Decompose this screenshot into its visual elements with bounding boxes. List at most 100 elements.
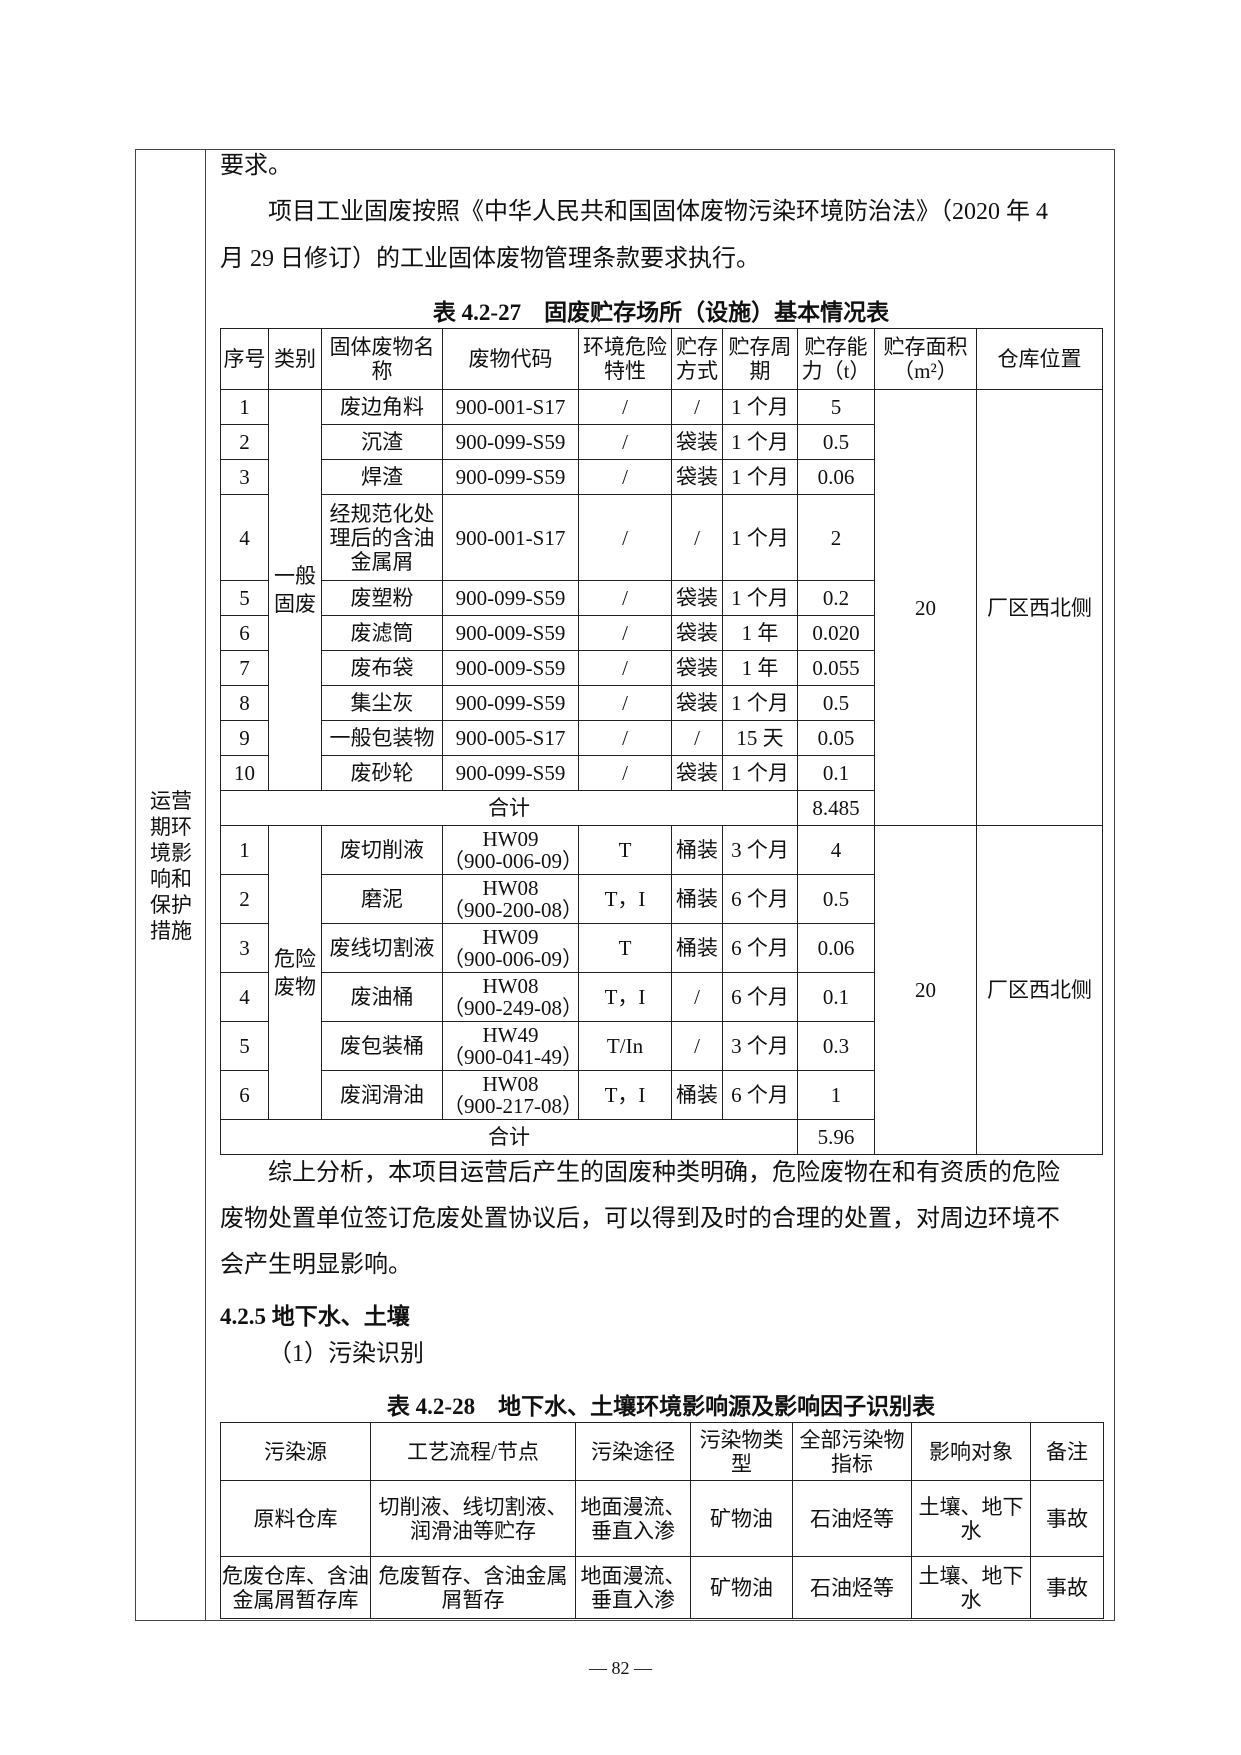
waste-code-cell: HW09 （900-006-09） [442,825,583,875]
table-cell: 2 [220,424,269,460]
waste-class: HW09 [482,827,539,851]
column-header: 工艺流程/节点 [370,1422,576,1481]
table-cell: 5 [220,1021,269,1071]
table-cell: 2 [220,874,269,924]
table-caption: 表 4.2-27 固废贮存场所（设施）基本情况表 [432,300,890,325]
table-cell: 沉渣 [321,424,443,460]
table-cell: 桶装 [671,874,723,924]
table-row: 2 磨泥 HW08 （900-200-08） T，I 桶装 6 个月 0.5 [220,874,1103,924]
table-cell: 900-001-S17 [442,494,579,581]
table-cell: 桶装 [671,923,723,973]
table-row: 3 废线切割液 HW09 （900-006-09） T 桶装 6 个月 0.06 [220,923,1103,973]
solid-waste-storage-table: 序号 类别 固体废物名称 废物代码 环境危险特性 贮存方式 贮存周期 贮存能力（t） 贮存面积（… [220,328,1103,1155]
table-cell: 900-009-S59 [442,650,579,686]
table-cell: 危废仓库、含油金属屑暂存库 [220,1556,371,1619]
table-cell: 9 [220,720,269,756]
table-cell: 切削液、线切割液、润滑油等贮存 [370,1480,576,1557]
table-header-row: 污染源 工艺流程/节点 污染途径 污染物类型 全部污染物指标 影响对象 备注 [220,1422,1104,1481]
table-row: 10 废砂轮 900-099-S59/袋装 1 个月 0.1 [220,755,1103,791]
table-cell: 废边角料 [321,389,443,425]
table-cell: 废油桶 [321,972,443,1022]
table-cell: 2 [797,494,875,581]
table-cell: 焊渣 [321,459,443,495]
waste-class: HW09 [482,925,539,949]
waste-code: （900-200-08） [443,898,583,922]
column-header: 备注 [1030,1422,1104,1481]
table-cell: / [578,424,672,460]
table-cell: T，I [578,874,672,924]
table-cell: 6 个月 [722,1070,798,1120]
column-header: 类别 [268,328,322,390]
table-cell: 3 个月 [722,1021,798,1071]
total-label: 合计 [220,1119,798,1155]
waste-class: HW08 [482,876,539,900]
column-header: 环境危险特性 [578,328,672,390]
table-cell: 集尘灰 [321,685,443,721]
total-row: 合计 8.485 [220,790,1103,826]
table-row: 6 废滤筒 900-009-S59/袋装 1 年 0.020 [220,615,1103,651]
column-header: 全部污染物指标 [792,1422,912,1481]
table-cell: 事故 [1030,1556,1104,1619]
paragraph: 综上分析，本项目运营后产生的固废种类明确，危险废物在和有资质的危险 [268,1160,1060,1186]
table-row: 9 一般包装物 900-005-S17//15 天 0.05 [220,720,1103,756]
section-heading: 4.2.5 地下水、土壤 [220,1304,410,1329]
table-cell: 900-099-S59 [442,755,579,791]
table-cell: 1 [220,389,269,425]
table-row: 4 废油桶 HW08 （900-249-08） T，I/6 个月 0.1 [220,972,1103,1022]
table-row: 5 废塑粉 900-099-S59/袋装 1 个月 0.2 [220,580,1103,616]
waste-code: （900-006-09） [443,849,583,873]
table-cell: 1 个月 [722,389,798,425]
table-cell: 0.05 [797,720,875,756]
table-cell: 地面漫流、垂直入渗 [575,1556,691,1619]
column-header: 影响对象 [911,1422,1031,1481]
table-cell: / [578,494,672,581]
column-header: 贮存周期 [722,328,798,390]
waste-code: （900-249-08） [443,996,583,1020]
table-row: 7 废布袋 900-009-S59/袋装 1 年 0.055 [220,650,1103,686]
table-cell: 袋装 [671,615,723,651]
table-cell: 1 个月 [722,685,798,721]
column-header: 贮存面积（m²） [874,328,977,390]
table-cell: 1 个月 [722,755,798,791]
section-label-line: 措施 [150,919,192,943]
table-cell: 900-099-S59 [442,424,579,460]
table-cell: 土壤、地下水 [911,1556,1031,1619]
table-cell: 900-005-S17 [442,720,579,756]
table-cell: 3 [220,923,269,973]
waste-code-cell: HW49 （900-041-49） [442,1021,583,1071]
table-cell: 0.2 [797,580,875,616]
waste-code: （900-006-09） [443,947,583,971]
table-row: 5 废包装桶 HW49 （900-041-49） T/In/3 个月 0.3 [220,1021,1103,1071]
column-header: 污染途径 [575,1422,691,1481]
column-header: 贮存方式 [671,328,723,390]
area-cell: 20 [874,825,977,1155]
table-cell: / [578,615,672,651]
paragraph: 项目工业固废按照《中华人民共和国固体废物污染环境防治法》（2020 年 4 [268,199,1048,225]
table-cell: 事故 [1030,1480,1104,1557]
table-cell: T [578,923,672,973]
table-cell: 1 年 [722,615,798,651]
table-cell: 磨泥 [321,874,443,924]
table-cell: 矿物油 [690,1480,793,1557]
table-cell: / [578,459,672,495]
table-cell: 4 [797,825,875,875]
table-cell: 桶装 [671,825,723,875]
table-cell: T [578,825,672,875]
section-label-line: 运营 [150,789,192,813]
table-cell: 5 [797,389,875,425]
table-cell: 4 [220,972,269,1022]
table-row: 1 一般固废 废边角料 900-001-S17//1 个月 5 20 厂区西北侧 [220,389,1103,826]
table-cell: / [671,494,723,581]
section-label-line: 保护 [150,893,192,917]
section-label-line: 境影 [150,841,192,865]
table-cell: 废布袋 [321,650,443,686]
column-divider [205,149,206,1621]
column-header: 贮存能力（t） [797,328,875,390]
waste-class: HW08 [482,974,539,998]
table-cell: 1 [220,825,269,875]
table-cell: 废滤筒 [321,615,443,651]
column-header: 废物代码 [442,328,579,390]
table-cell: 0.1 [797,972,875,1022]
table-cell: 1 个月 [722,494,798,581]
table-row: 1 危险废物 废切削液 HW09 （900-006-09） T 桶装 3 个月 4 20 厂区西北侧 [220,825,1103,1155]
